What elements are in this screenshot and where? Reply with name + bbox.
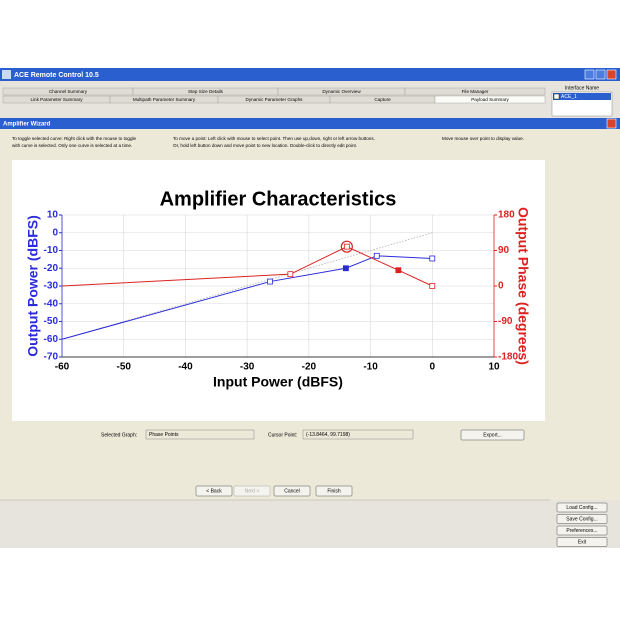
app-title: ACE Remote Control 10.5 (14, 72, 99, 79)
tab-label[interactable]: Channel Summary (49, 89, 88, 94)
point-marker[interactable] (267, 278, 273, 285)
interface-selected[interactable] (553, 93, 611, 100)
point-marker[interactable] (429, 283, 436, 289)
selected-graph-value: Phase Points (149, 432, 179, 438)
dialog-title-bar (0, 118, 620, 129)
side-button-label[interactable]: Save Config... (566, 517, 597, 523)
interface-checkbox[interactable] (553, 93, 560, 100)
point-marker[interactable] (429, 255, 436, 262)
x-tick-label: -60 (55, 362, 70, 373)
y-tick-label: -10 (44, 245, 59, 256)
point-marker[interactable] (373, 252, 380, 259)
instruction-text: Or, hold left button down and move point… (173, 143, 357, 148)
tab[interactable] (434, 95, 546, 104)
nav-button-label[interactable]: Cancel (284, 489, 300, 495)
nav-button[interactable] (315, 485, 353, 497)
cursor-box (302, 429, 414, 440)
nav-button-label[interactable]: Finish (327, 489, 341, 495)
instruction-text: Move mouse over point to display value. (442, 136, 524, 141)
y2-axis-label: Output Phase (degrees) (515, 207, 531, 365)
instruction-text: To toggle selected curve: Right click wi… (12, 136, 137, 141)
tab-label[interactable]: Payload Summary (471, 97, 509, 102)
y-tick-label: -30 (44, 281, 59, 292)
title-bar (0, 68, 620, 81)
x-tick-label: 0 (430, 362, 436, 373)
app-icon (2, 70, 11, 79)
interface-header: Interface Name (565, 85, 599, 91)
point-marker[interactable] (342, 265, 349, 272)
nav-button[interactable] (273, 485, 311, 497)
side-button[interactable] (556, 514, 608, 524)
side-button-label[interactable]: Preferences... (566, 528, 597, 534)
minimize-button[interactable] (584, 69, 595, 80)
point-marker[interactable] (287, 271, 294, 278)
point-marker[interactable] (395, 267, 402, 274)
instruction-text: To move a point: Left click with mouse t… (173, 136, 375, 141)
dialog-close-button[interactable] (606, 118, 617, 129)
y-tick-label: -40 (44, 298, 59, 309)
y2-tick-label: 90 (498, 245, 510, 256)
tab-label[interactable]: Dynamic Overview (322, 89, 361, 94)
y2-tick-label: 180 (498, 210, 515, 221)
nav-button-label: Next > (245, 489, 260, 495)
tab[interactable] (404, 87, 546, 96)
y-tick-label: 10 (47, 210, 59, 221)
selected-graph-label: Selected Graph: (101, 432, 137, 438)
nav-button-label[interactable]: < Back (206, 489, 222, 495)
tab-label[interactable]: Dynamic Parameter Graphs (246, 97, 304, 102)
x-tick-label: -40 (178, 362, 193, 373)
maximize-button[interactable] (595, 69, 606, 80)
y-axis-label: Output Power (dBFS) (25, 215, 41, 357)
x-tick-label: -50 (116, 362, 131, 373)
side-button-label[interactable]: Exit (578, 540, 587, 546)
y2-tick-label: -180 (498, 352, 518, 363)
y-tick-label: -60 (44, 334, 59, 345)
y2-tick-label: -90 (498, 316, 513, 327)
y-tick-label: -50 (44, 316, 59, 327)
tab-label[interactable]: Multipath Parameter Summary (133, 97, 196, 102)
nav-button[interactable] (195, 485, 233, 497)
x-tick-label: 10 (488, 362, 500, 373)
close-button[interactable] (606, 69, 617, 80)
cursor-label: Cursor Point: (268, 432, 297, 438)
x-axis-label: Input Power (dBFS) (213, 374, 343, 390)
x-tick-label: -20 (302, 362, 317, 373)
tab-label[interactable]: Capture (374, 97, 391, 102)
y2-tick-label: 0 (498, 281, 504, 292)
instruction-text: with curve is selected. Only one curve i… (12, 143, 132, 148)
side-button[interactable] (556, 525, 608, 536)
y-tick-label: -20 (44, 263, 59, 274)
tab-label[interactable]: Link Parameter Summary (30, 97, 83, 102)
nav-button (233, 485, 271, 497)
cursor-ring (340, 240, 353, 253)
y-tick-label: 0 (52, 227, 58, 238)
export-button[interactable] (460, 429, 525, 441)
tab-label[interactable]: File Manager (462, 89, 489, 94)
point-marker[interactable] (343, 243, 350, 250)
side-button[interactable] (556, 502, 608, 513)
interface-item[interactable]: ACE_1 (561, 94, 577, 100)
y-tick-label: -70 (44, 352, 59, 363)
bottom-panel (0, 500, 620, 548)
side-button[interactable] (556, 537, 608, 547)
series-line (61, 232, 433, 340)
x-tick-label: -30 (240, 362, 255, 373)
export-label[interactable]: Export... (483, 433, 502, 439)
tab-label[interactable]: Step Size Details (188, 89, 224, 94)
x-tick-label: -10 (363, 362, 378, 373)
chart-title: Amplifier Characteristics (160, 188, 397, 210)
cursor-value: (-13.8464, 99.7198) (306, 432, 350, 438)
selected-graph-box (145, 429, 255, 440)
chart-area (12, 160, 545, 421)
side-button-label[interactable]: Load Config... (566, 505, 597, 511)
dialog-title: Amplifier Wizard (3, 122, 51, 128)
